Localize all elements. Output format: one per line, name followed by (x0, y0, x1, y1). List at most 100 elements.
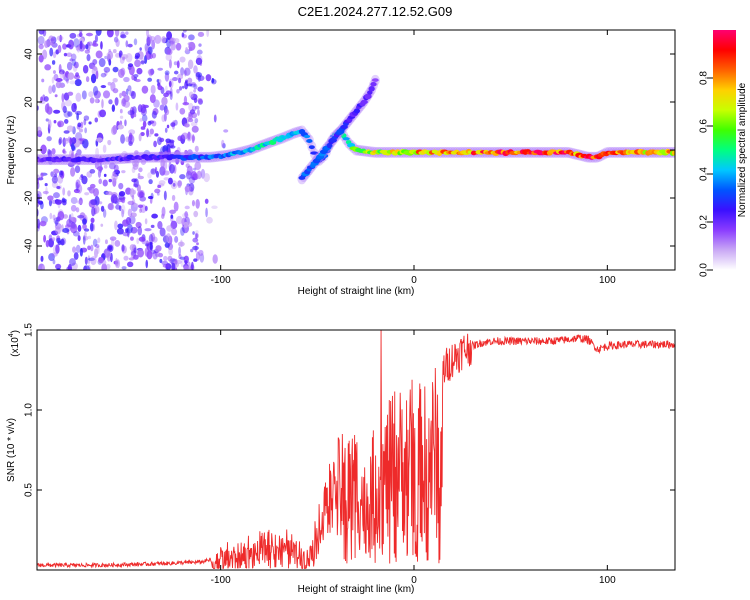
noise-speckle (165, 53, 173, 61)
noise-speckle (89, 222, 94, 232)
noise-speckle (44, 40, 49, 48)
noise-speckle (183, 221, 189, 228)
noise-speckle (187, 59, 194, 70)
noise-speckle (175, 157, 180, 165)
noise-speckle (137, 204, 144, 208)
noise-speckle (195, 105, 200, 110)
noise-speckle (185, 79, 188, 84)
noise-speckle (69, 58, 74, 62)
noise-speckle (103, 164, 108, 169)
noise-speckle (195, 72, 202, 78)
noise-speckle (122, 219, 129, 227)
noise-speckle (144, 228, 152, 232)
noise-speckle (211, 205, 218, 209)
noise-speckle (108, 203, 115, 211)
noise-speckle (38, 100, 46, 105)
noise-speckle (119, 92, 122, 99)
noise-speckle (96, 137, 103, 142)
noise-speckle (83, 228, 90, 232)
noise-speckle (80, 174, 84, 178)
noise-speckle (157, 85, 163, 91)
noise-speckle (129, 188, 135, 198)
noise-speckle (54, 199, 63, 205)
noise-speckle (54, 94, 58, 98)
noise-speckle (79, 40, 83, 50)
noise-speckle (147, 172, 152, 179)
noise-speckle (197, 109, 200, 116)
noise-speckle (82, 234, 86, 245)
noise-speckle (55, 244, 60, 254)
noise-speckle (55, 219, 58, 226)
noise-speckle (119, 115, 124, 120)
noise-speckle (108, 99, 113, 105)
noise-speckle (184, 205, 190, 210)
noise-speckle (58, 138, 62, 146)
figure-title: C2E1.2024.277.12.52.G09 (298, 4, 453, 19)
noise-speckle (75, 72, 79, 78)
noise-speckle (175, 42, 182, 51)
noise-speckle (173, 70, 179, 75)
noise-speckle (186, 131, 192, 142)
carrier-point (306, 139, 313, 143)
snr-x-tick-label: 100 (599, 575, 616, 586)
noise-speckle (130, 212, 137, 218)
noise-speckle (159, 104, 165, 111)
noise-speckle (163, 160, 168, 171)
noise-speckle (93, 66, 98, 71)
noise-speckle (70, 222, 77, 230)
noise-speckle (98, 58, 106, 68)
noise-speckle (48, 35, 55, 46)
noise-speckle (39, 201, 44, 210)
noise-speckle (149, 53, 153, 60)
noise-speckle (101, 98, 104, 109)
colorbar-tick-label: 0.4 (699, 167, 710, 181)
noise-speckle (173, 201, 179, 212)
noise-speckle (141, 85, 149, 94)
noise-speckle (168, 80, 172, 88)
noise-speckle (153, 140, 157, 148)
noise-speckle (130, 236, 134, 241)
noise-speckle (72, 231, 80, 237)
noise-speckle (100, 85, 107, 89)
noise-speckle (107, 81, 112, 86)
noise-speckle (191, 199, 196, 207)
noise-speckle (126, 223, 133, 234)
noise-speckle (94, 34, 98, 43)
noise-speckle (150, 224, 155, 228)
noise-speckle (170, 220, 178, 230)
noise-speckle (77, 224, 82, 232)
noise-speckle (69, 80, 76, 85)
noise-speckle (82, 64, 89, 74)
noise-speckle (67, 111, 73, 117)
snr-y-tick-label: 1.0 (24, 403, 35, 417)
noise-speckle (168, 59, 172, 69)
noise-speckle (63, 52, 68, 57)
noise-speckle (40, 172, 44, 179)
spectrogram-x-tick-label: 0 (411, 275, 417, 286)
noise-speckle (59, 34, 62, 43)
noise-speckle (41, 264, 45, 270)
noise-speckle (90, 244, 94, 252)
noise-speckle (69, 216, 77, 221)
noise-speckle (148, 68, 154, 77)
noise-speckle (187, 118, 194, 123)
noise-speckle (154, 188, 161, 194)
noise-speckle (195, 230, 199, 234)
noise-speckle (75, 45, 80, 51)
noise-speckle (133, 38, 138, 46)
noise-speckle (85, 32, 94, 37)
noise-speckle (71, 137, 77, 145)
noise-speckle (105, 191, 113, 196)
noise-speckle (148, 132, 152, 138)
noise-speckle (157, 192, 160, 196)
carrier-point (342, 137, 350, 141)
noise-speckle (94, 98, 99, 104)
noise-speckle (169, 87, 173, 97)
noise-speckle (44, 64, 52, 71)
noise-speckle (147, 120, 152, 126)
noise-speckle (61, 100, 66, 111)
noise-speckle (188, 176, 196, 184)
noise-speckle (63, 150, 67, 154)
noise-speckle (159, 227, 166, 237)
noise-speckle (51, 60, 56, 65)
